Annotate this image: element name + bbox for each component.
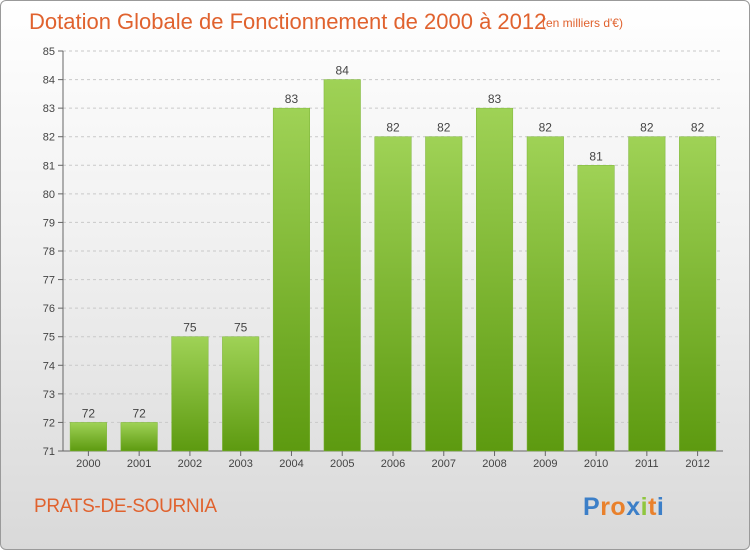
y-tick-label: 78: [43, 246, 55, 258]
x-tick-label: 2007: [432, 458, 456, 470]
x-axis: 2000 2001 2002 2003 2004 2005 2006 2007 2008 2009…: [76, 451, 710, 470]
x-tick-label: 2010: [584, 458, 608, 470]
logo-letter: x: [626, 493, 641, 521]
proxiti-logo[interactable]: Proxiti: [583, 493, 664, 522]
y-tick-label: 82: [43, 132, 55, 144]
bar-value-label: 82: [691, 121, 705, 135]
y-tick-label: 73: [43, 389, 55, 401]
bar-value-label: 84: [336, 64, 350, 78]
y-tick-label: 74: [43, 360, 55, 372]
logo-letter: r: [600, 493, 611, 521]
y-tick-label: 75: [43, 332, 55, 344]
x-tick-label: 2003: [228, 458, 252, 470]
x-tick-label: 2006: [381, 458, 405, 470]
bar: [526, 136, 564, 452]
y-tick-label: 77: [43, 275, 55, 287]
bar-value-label: 75: [183, 321, 197, 335]
x-tick-label: 2009: [533, 458, 557, 470]
x-tick-label: 2011: [635, 458, 659, 470]
chart-unit-label: (en milliers d'€): [542, 16, 623, 30]
bar: [679, 136, 717, 452]
y-tick-label: 85: [43, 46, 55, 58]
bar-value-label: 72: [82, 406, 96, 420]
bar-value-label: 81: [589, 149, 603, 163]
bar: [272, 107, 310, 452]
bar: [425, 136, 463, 452]
bar: [476, 107, 514, 452]
bar-value-label: 83: [285, 92, 299, 106]
bar: [323, 79, 361, 452]
chart-title: Dotation Globale de Fonctionnement de 20…: [29, 9, 547, 34]
bar-value-label: 75: [234, 321, 248, 335]
y-tick-label: 80: [43, 189, 55, 201]
logo-letter: t: [648, 493, 657, 521]
bar: [69, 422, 107, 452]
bar-value-label: 82: [437, 121, 451, 135]
y-tick-label: 84: [43, 75, 55, 87]
logo-letter: i: [656, 493, 665, 521]
x-tick-label: 2012: [685, 458, 709, 470]
bars: 72 72 75 75 83 84 82 82 83 82 81 82 82: [69, 64, 717, 452]
bar: [374, 136, 412, 452]
logo-letter: P: [583, 493, 601, 521]
bar-value-label: 82: [539, 121, 553, 135]
x-tick-label: 2000: [76, 458, 100, 470]
bar: [628, 136, 666, 452]
x-tick-label: 2008: [482, 458, 506, 470]
bar: [171, 336, 209, 452]
logo-letter: o: [610, 493, 627, 521]
bar: [120, 422, 158, 452]
x-tick-label: 2001: [127, 458, 151, 470]
y-tick-label: 83: [43, 103, 55, 115]
bar-value-label: 82: [640, 121, 654, 135]
bar-value-label: 72: [132, 406, 146, 420]
y-tick-label: 76: [43, 303, 55, 315]
bar-value-label: 83: [488, 92, 502, 106]
bar: [222, 336, 260, 452]
y-tick-label: 79: [43, 217, 55, 229]
y-tick-label: 71: [43, 446, 55, 458]
x-tick-label: 2004: [279, 458, 303, 470]
commune-name: PRATS-DE-SOURNIA: [34, 496, 217, 517]
y-tick-label: 72: [43, 417, 55, 429]
logo-letter: i: [640, 493, 649, 521]
x-tick-label: 2005: [330, 458, 354, 470]
y-tick-label: 81: [43, 160, 55, 172]
x-tick-label: 2002: [178, 458, 202, 470]
bar-value-label: 82: [386, 121, 400, 135]
bar: [577, 165, 615, 452]
